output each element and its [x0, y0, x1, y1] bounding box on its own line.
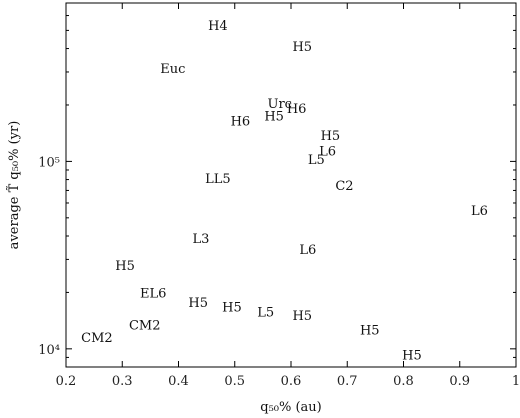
data-point-label: Urc	[268, 97, 292, 112]
data-point-label: L6	[319, 145, 336, 160]
y-axis: 10⁴ 10⁵	[38, 2, 516, 368]
data-point-label: H6	[231, 115, 251, 130]
x-tick-label: 0.2	[56, 374, 77, 389]
plot-frame	[65, 2, 517, 368]
data-point-label: H5	[321, 129, 341, 144]
data-point-label: H5	[188, 296, 208, 311]
data-point-label: H5	[115, 259, 135, 274]
x-tick-label: 0.3	[112, 374, 133, 389]
x-tick-label: 0.7	[337, 374, 358, 389]
data-point-label: L3	[193, 232, 210, 247]
data-point-label: CM2	[81, 331, 113, 346]
x-axis: 0.2 0.3 0.4 0.5 0.6 0.7 0.8 0.9 1	[56, 3, 520, 389]
y-axis-label: average T̃ q₅₀% (yr)	[6, 121, 22, 250]
data-point-label: EL6	[140, 286, 166, 301]
x-tick-label: 0.6	[281, 374, 302, 389]
data-point-label: H5	[292, 40, 312, 55]
data-point-label: H5	[292, 309, 312, 324]
data-point-label: H5	[360, 323, 380, 338]
x-tick-label: 0.9	[449, 374, 470, 389]
data-point-label: H5	[402, 349, 422, 364]
data-point-label: Euc	[160, 62, 185, 77]
data-point-label: L6	[299, 243, 316, 258]
data-point-label: H5	[222, 301, 242, 316]
x-axis-label: q₅₀% (au)	[260, 400, 322, 415]
x-tick-label: 0.8	[393, 374, 414, 389]
data-point-label: H6	[287, 102, 307, 117]
y-tick-label: 10⁵	[38, 155, 60, 170]
data-point-label: L6	[471, 204, 488, 219]
data-point-label: H5	[264, 109, 284, 124]
data-point-label: CM2	[129, 318, 161, 333]
data-point-label: L5	[257, 306, 274, 321]
y-tick-label: 10⁴	[38, 343, 60, 358]
x-tick-label: 1	[512, 374, 520, 389]
data-point-label: L5	[308, 153, 325, 168]
data-point-label: LL5	[205, 172, 231, 187]
x-tick-label: 0.4	[168, 374, 189, 389]
data-point-label: C2	[335, 179, 353, 194]
x-tick-label: 0.5	[224, 374, 245, 389]
data-point-label: H4	[208, 19, 228, 34]
